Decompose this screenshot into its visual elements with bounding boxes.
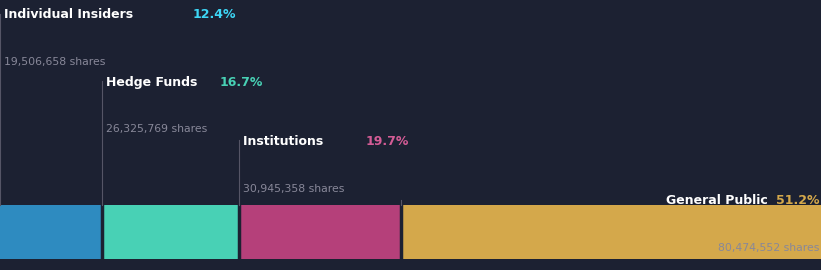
Text: 19.7%: 19.7% xyxy=(366,135,409,148)
Text: 80,474,552 shares: 80,474,552 shares xyxy=(718,243,819,253)
Bar xyxy=(239,205,401,259)
Text: Hedge Funds: Hedge Funds xyxy=(106,76,202,89)
Bar xyxy=(102,205,239,259)
Text: 19,506,658 shares: 19,506,658 shares xyxy=(4,57,105,67)
Text: 26,325,769 shares: 26,325,769 shares xyxy=(106,124,207,134)
Text: Institutions: Institutions xyxy=(243,135,328,148)
Bar xyxy=(401,205,821,259)
Text: 51.2%: 51.2% xyxy=(776,194,819,207)
Text: 30,945,358 shares: 30,945,358 shares xyxy=(243,184,344,194)
Text: General Public: General Public xyxy=(666,194,772,207)
Text: 16.7%: 16.7% xyxy=(219,76,263,89)
Text: 12.4%: 12.4% xyxy=(193,8,236,21)
Bar xyxy=(0,205,102,259)
Text: Individual Insiders: Individual Insiders xyxy=(4,8,138,21)
